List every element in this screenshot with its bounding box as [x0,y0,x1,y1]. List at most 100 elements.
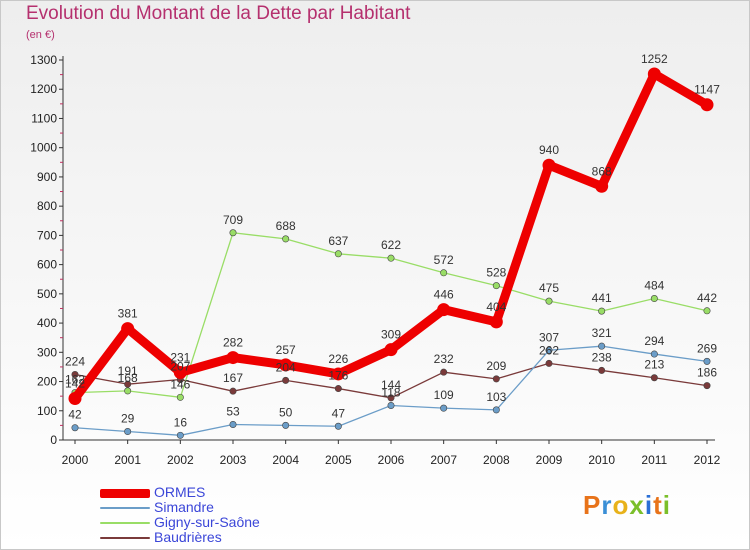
data-label: 167 [223,371,243,385]
data-label: 484 [644,279,664,293]
data-label: 441 [592,291,612,305]
data-label: 688 [276,219,296,233]
data-point [229,229,237,237]
data-point [387,254,395,262]
data-label: 50 [279,405,293,419]
data-point [650,295,658,303]
data-point [331,367,345,381]
chart-legend: ORMES Simandre Gigny-sur-Saône Baudrières [100,485,360,545]
legend-swatch [100,537,150,539]
legend-swatch [100,522,150,524]
data-point [647,67,661,81]
data-label: 528 [486,266,506,280]
data-point [650,350,658,358]
data-label: 224 [65,355,85,369]
y-tick-label: 800 [37,199,57,213]
data-label: 442 [697,291,717,305]
x-tick-label: 2003 [220,453,247,467]
data-point [121,322,135,336]
data-point [387,402,395,410]
data-label: 186 [697,366,717,380]
logo-letter: i [662,490,671,520]
x-tick-label: 2002 [167,453,194,467]
logo-letter: r [601,490,613,520]
data-label: 238 [592,350,612,364]
data-label: 622 [381,238,401,252]
data-label: 47 [332,406,346,420]
y-tick-label: 600 [37,258,57,272]
data-label: 282 [223,336,243,350]
data-point [176,393,184,401]
x-tick-label: 2008 [483,453,510,467]
data-label: 226 [328,352,348,366]
data-label: 709 [223,213,243,227]
data-point [545,346,553,354]
data-label: 53 [226,405,240,419]
legend-item: ORMES [100,485,360,500]
data-point [492,375,500,383]
data-point [334,385,342,393]
legend-item: Baudrières [100,530,360,545]
data-label: 176 [328,369,348,383]
data-point [703,357,711,365]
legend-label: Simandre [154,499,214,515]
y-tick-label: 400 [37,316,57,330]
data-point [598,307,606,315]
data-label: 321 [592,326,612,340]
y-tick-label: 200 [37,375,57,389]
data-point [71,424,79,432]
data-point [71,371,79,379]
data-label: 307 [539,330,559,344]
data-label: 381 [118,307,138,321]
x-tick-label: 2007 [430,453,457,467]
data-point [700,98,714,112]
data-point [703,307,711,315]
x-tick-label: 2009 [536,453,563,467]
data-point [598,342,606,350]
proxiti-logo: Proxiti [583,490,671,521]
legend-item: Gigny-sur-Saône [100,515,360,530]
data-point [124,428,132,436]
data-point [229,421,237,429]
data-label: 294 [644,334,664,348]
data-point [173,365,187,379]
y-tick-label: 1000 [30,141,57,155]
x-tick-label: 2006 [378,453,405,467]
chart-title: Evolution du Montant de la Dette par Hab… [26,3,411,24]
data-label: 191 [118,364,138,378]
data-point [598,366,606,374]
data-point [489,315,503,329]
data-label: 29 [121,412,135,426]
data-point [124,387,132,395]
x-tick-label: 2012 [694,453,721,467]
data-label: 232 [434,352,454,366]
data-label: 168 [118,371,138,385]
data-label: 16 [174,415,188,429]
data-label: 404 [486,300,506,314]
logo-letter: x [629,490,645,520]
y-tick-label: 900 [37,170,57,184]
data-point [703,382,711,390]
data-label: 109 [434,388,454,402]
data-point [384,343,398,357]
data-label: 231 [170,350,190,364]
data-label: 42 [68,408,82,422]
data-point [440,269,448,277]
legend-item: Simandre [100,500,360,515]
data-label: 637 [328,234,348,248]
y-tick-label: 1100 [31,111,57,125]
data-point [650,374,658,382]
data-label: 146 [170,377,190,391]
data-point [68,391,82,405]
data-point [542,158,556,172]
data-label: 213 [644,358,664,372]
logo-letter: o [612,490,630,520]
y-tick-label: 100 [37,404,57,418]
data-label: 142 [65,376,85,390]
logo-letter: i [644,490,654,520]
data-label: 207 [170,359,190,373]
data-label: 209 [486,359,506,373]
data-label: 262 [539,343,559,357]
data-point [226,351,240,365]
legend-label: ORMES [154,484,206,500]
